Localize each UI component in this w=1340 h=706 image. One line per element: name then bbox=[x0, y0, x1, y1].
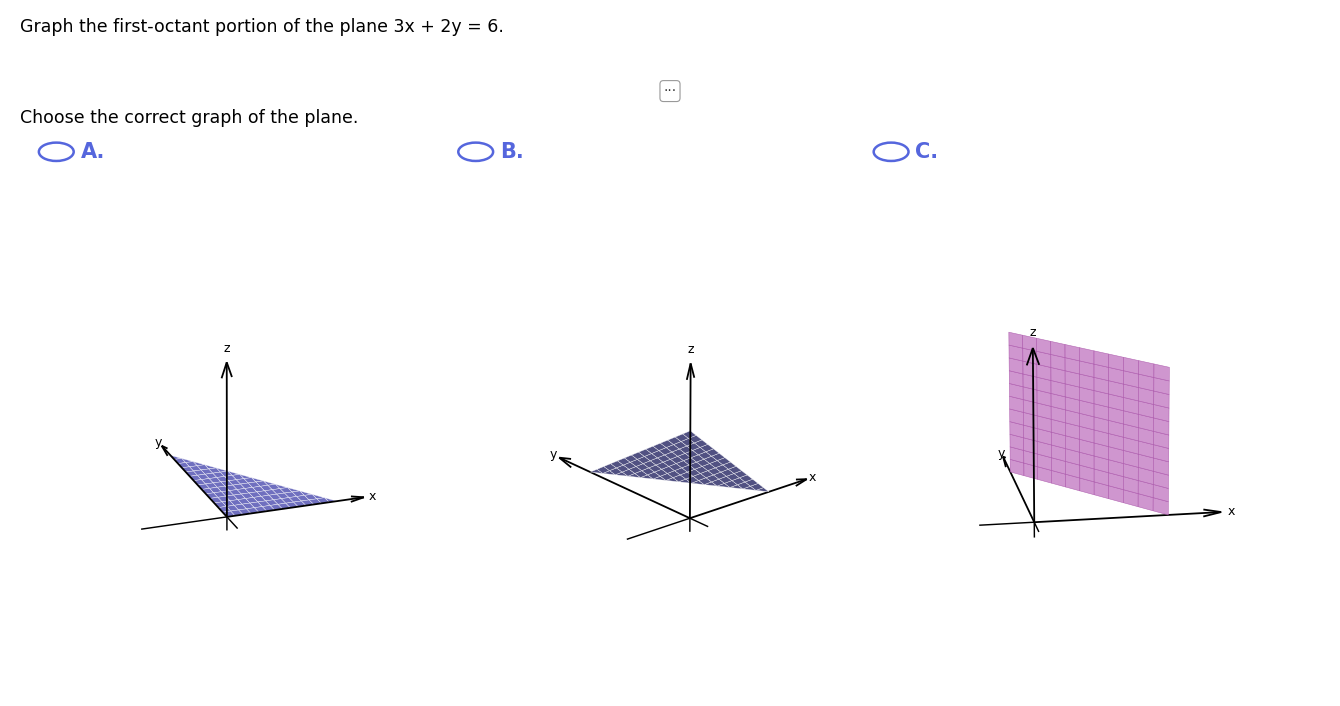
Text: Choose the correct graph of the plane.: Choose the correct graph of the plane. bbox=[20, 109, 359, 127]
Text: A.: A. bbox=[80, 142, 105, 162]
Text: B.: B. bbox=[500, 142, 524, 162]
Text: ···: ··· bbox=[663, 84, 677, 98]
Text: C.: C. bbox=[915, 142, 938, 162]
Text: Graph the first-octant portion of the plane 3x + 2y = 6.: Graph the first-octant portion of the pl… bbox=[20, 18, 504, 35]
